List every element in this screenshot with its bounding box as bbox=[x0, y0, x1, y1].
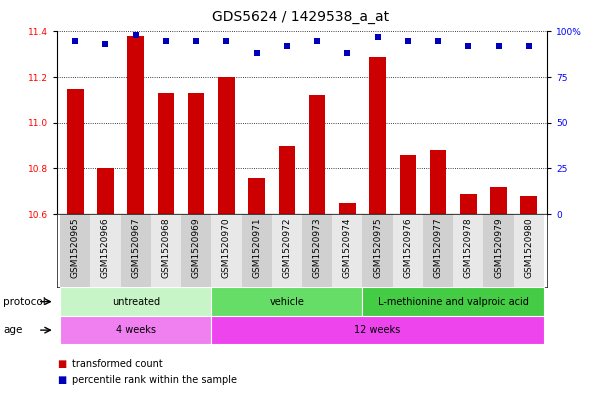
Point bbox=[373, 34, 382, 40]
Text: transformed count: transformed count bbox=[72, 358, 163, 369]
Point bbox=[131, 32, 141, 38]
Bar bbox=[302, 214, 332, 287]
Bar bbox=[369, 57, 386, 214]
Point bbox=[524, 43, 534, 49]
Text: ■: ■ bbox=[57, 358, 66, 369]
Bar bbox=[339, 203, 356, 214]
Point bbox=[222, 37, 231, 44]
Text: GSM1520968: GSM1520968 bbox=[162, 218, 171, 279]
Text: GSM1520975: GSM1520975 bbox=[373, 218, 382, 279]
Text: GDS5624 / 1429538_a_at: GDS5624 / 1429538_a_at bbox=[212, 10, 389, 24]
Bar bbox=[483, 214, 514, 287]
Text: age: age bbox=[3, 325, 22, 335]
Bar bbox=[60, 316, 212, 344]
Bar bbox=[242, 214, 272, 287]
Bar bbox=[212, 214, 242, 287]
Text: GSM1520966: GSM1520966 bbox=[101, 218, 110, 279]
Text: GSM1520974: GSM1520974 bbox=[343, 218, 352, 278]
Text: percentile rank within the sample: percentile rank within the sample bbox=[72, 375, 237, 385]
Text: L-methionine and valproic acid: L-methionine and valproic acid bbox=[378, 297, 529, 307]
Point bbox=[191, 37, 201, 44]
Bar bbox=[188, 93, 204, 214]
Text: GSM1520980: GSM1520980 bbox=[524, 218, 533, 279]
Point bbox=[282, 43, 291, 49]
Text: GSM1520978: GSM1520978 bbox=[464, 218, 473, 279]
Text: GSM1520969: GSM1520969 bbox=[192, 218, 201, 279]
Bar bbox=[514, 214, 544, 287]
Bar bbox=[453, 214, 483, 287]
Bar bbox=[157, 93, 174, 214]
Bar bbox=[490, 187, 507, 214]
Text: GSM1520973: GSM1520973 bbox=[313, 218, 322, 279]
Text: GSM1520970: GSM1520970 bbox=[222, 218, 231, 279]
Text: vehicle: vehicle bbox=[269, 297, 304, 307]
Bar bbox=[60, 214, 90, 287]
Bar bbox=[127, 36, 144, 214]
Bar bbox=[248, 178, 265, 214]
Point bbox=[70, 37, 80, 44]
Text: ■: ■ bbox=[57, 375, 66, 385]
Bar bbox=[520, 196, 537, 214]
Bar bbox=[67, 88, 84, 214]
Text: untreated: untreated bbox=[112, 297, 160, 307]
Bar bbox=[430, 150, 447, 214]
Point bbox=[252, 50, 261, 57]
Bar bbox=[272, 214, 302, 287]
Bar bbox=[97, 169, 114, 214]
Bar bbox=[309, 95, 325, 214]
Bar bbox=[332, 214, 362, 287]
Point bbox=[463, 43, 473, 49]
Text: 4 weeks: 4 weeks bbox=[116, 325, 156, 335]
Text: GSM1520976: GSM1520976 bbox=[403, 218, 412, 279]
Bar bbox=[423, 214, 453, 287]
Text: GSM1520971: GSM1520971 bbox=[252, 218, 261, 279]
Point bbox=[494, 43, 504, 49]
Bar bbox=[460, 194, 477, 214]
Text: 12 weeks: 12 weeks bbox=[355, 325, 401, 335]
Text: GSM1520977: GSM1520977 bbox=[433, 218, 442, 279]
Point bbox=[100, 41, 110, 48]
Text: GSM1520967: GSM1520967 bbox=[131, 218, 140, 279]
Bar bbox=[60, 287, 212, 316]
Bar bbox=[121, 214, 151, 287]
Point bbox=[343, 50, 352, 57]
Bar bbox=[279, 146, 295, 214]
Bar bbox=[151, 214, 181, 287]
Point bbox=[313, 37, 322, 44]
Point bbox=[433, 37, 443, 44]
Bar bbox=[181, 214, 212, 287]
Text: GSM1520965: GSM1520965 bbox=[71, 218, 80, 279]
Text: GSM1520972: GSM1520972 bbox=[282, 218, 291, 278]
Point bbox=[161, 37, 171, 44]
Text: GSM1520979: GSM1520979 bbox=[494, 218, 503, 279]
Bar bbox=[90, 214, 121, 287]
Bar bbox=[212, 287, 362, 316]
Bar bbox=[400, 155, 416, 214]
Bar bbox=[362, 287, 544, 316]
Text: protocol: protocol bbox=[3, 297, 46, 307]
Bar bbox=[392, 214, 423, 287]
Bar bbox=[362, 214, 392, 287]
Bar bbox=[212, 316, 544, 344]
Bar bbox=[218, 77, 235, 214]
Point bbox=[403, 37, 413, 44]
